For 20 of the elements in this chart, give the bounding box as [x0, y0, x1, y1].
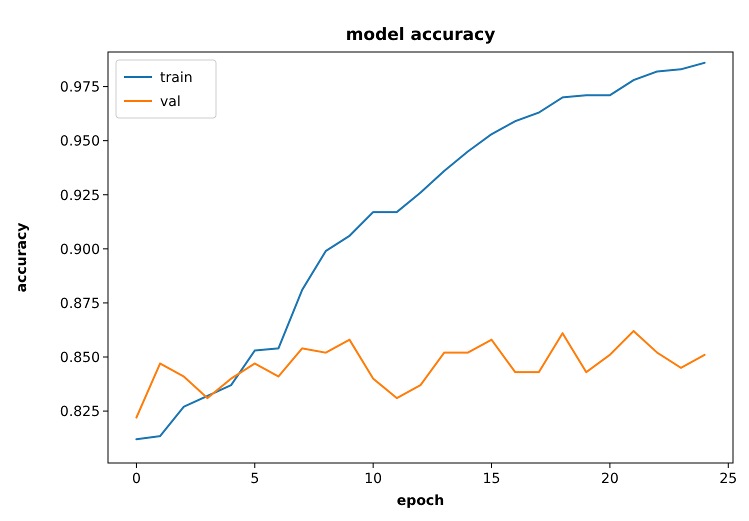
x-tick-label: 15: [482, 471, 500, 487]
x-tick-label: 25: [719, 471, 738, 487]
line-series: [135, 62, 706, 440]
y-axis-title: accuracy: [14, 222, 30, 292]
y-tick-label: 0.975: [60, 80, 100, 96]
y-tick-label: 0.925: [60, 188, 100, 204]
x-tick-label: 20: [600, 471, 619, 487]
y-tick-label: 0.875: [60, 296, 100, 312]
legend-label: val: [160, 94, 181, 110]
chart-title: model accuracy: [346, 25, 496, 45]
legend-label: train: [160, 70, 193, 86]
y-tick-label: 0.825: [60, 404, 100, 420]
line-series: [135, 330, 706, 419]
x-tick-label: 10: [364, 471, 382, 487]
y-tick-label: 0.900: [60, 242, 100, 258]
y-tick-label: 0.850: [60, 350, 100, 366]
x-tick-label: 5: [250, 471, 260, 487]
x-axis-title: epoch: [396, 493, 444, 509]
x-tick-label: 0: [132, 471, 141, 487]
y-tick-label: 0.950: [60, 134, 100, 150]
